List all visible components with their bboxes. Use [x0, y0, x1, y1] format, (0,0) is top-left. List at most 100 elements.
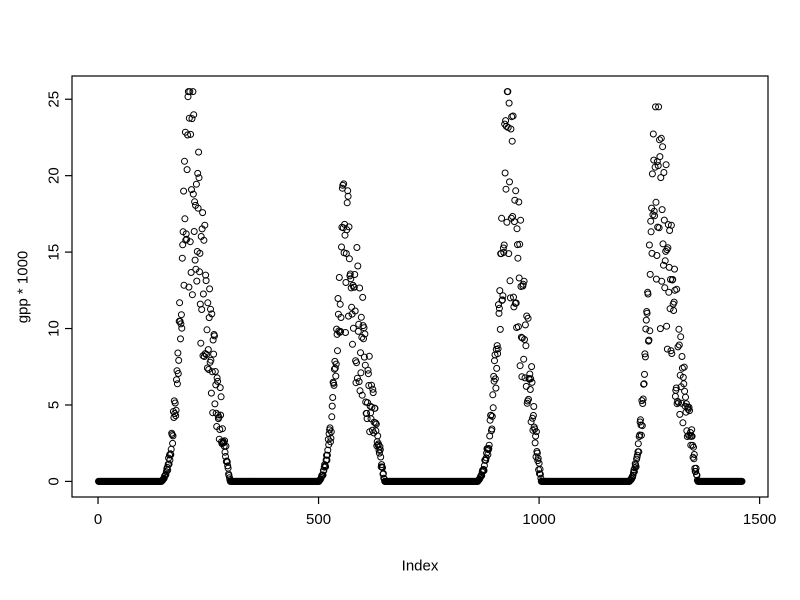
- data-point: [489, 404, 497, 412]
- data-point: [193, 277, 201, 285]
- data-point: [356, 284, 364, 292]
- data-point: [677, 333, 685, 341]
- data-point: [191, 198, 199, 206]
- x-axis-title: Index: [401, 557, 439, 575]
- data-point: [208, 310, 216, 318]
- plot-box: [71, 75, 769, 498]
- x-tick-label: 500: [306, 511, 331, 528]
- data-point: [494, 345, 502, 353]
- data-point: [670, 298, 678, 306]
- data-point: [659, 240, 667, 248]
- data-point: [656, 325, 664, 333]
- data-point: [629, 471, 637, 479]
- data-point: [199, 352, 207, 360]
- data-point: [635, 448, 643, 456]
- data-point: [669, 276, 677, 283]
- data-point: [196, 249, 204, 257]
- data-point: [203, 364, 211, 372]
- data-point: [495, 309, 503, 317]
- data-point: [675, 399, 682, 407]
- data-point: [519, 280, 527, 288]
- data-point: [526, 386, 534, 393]
- data-point: [369, 389, 377, 397]
- data-point: [202, 277, 210, 285]
- data-point: [204, 346, 212, 354]
- data-point: [177, 320, 185, 328]
- data-point: [339, 181, 347, 189]
- data-point: [488, 412, 496, 420]
- data-point: [186, 238, 194, 246]
- data-point: [680, 363, 688, 371]
- data-point: [506, 277, 514, 285]
- data-point: [376, 446, 384, 454]
- data-point: [173, 380, 181, 388]
- data-point: [360, 324, 368, 332]
- data-point: [181, 157, 188, 165]
- data-point: [488, 425, 496, 433]
- data-point: [661, 257, 669, 265]
- data-point: [353, 374, 361, 382]
- data-point: [528, 378, 536, 386]
- data-point: [501, 169, 509, 177]
- data-point: [531, 439, 539, 447]
- data-point: [203, 351, 210, 358]
- data-point: [527, 418, 535, 426]
- data-point: [525, 395, 532, 403]
- data-point: [514, 254, 522, 262]
- data-point: [213, 374, 221, 382]
- data-point: [667, 221, 675, 229]
- data-point: [217, 393, 225, 401]
- data-point: [322, 463, 330, 471]
- data-point: [681, 387, 689, 395]
- data-point: [199, 290, 207, 298]
- data-point: [532, 432, 540, 440]
- data-point: [329, 394, 337, 401]
- data-point: [354, 327, 362, 335]
- data-point: [480, 467, 488, 475]
- data-point: [183, 235, 191, 243]
- data-point: [203, 326, 211, 334]
- data-point: [662, 161, 670, 169]
- data-point: [485, 445, 493, 452]
- data-point: [361, 330, 369, 338]
- data-point: [169, 432, 177, 440]
- data-point: [204, 299, 212, 307]
- data-point: [649, 130, 657, 138]
- data-point: [634, 440, 642, 448]
- data-point: [509, 112, 517, 120]
- data-point: [342, 250, 350, 257]
- data-point: [211, 400, 219, 408]
- data-point: [657, 174, 665, 182]
- data-point: [372, 420, 380, 428]
- data-point: [337, 314, 345, 321]
- data-point: [493, 364, 501, 372]
- data-point: [494, 350, 502, 358]
- data-point: [208, 368, 216, 376]
- data-point: [526, 370, 534, 378]
- data-point: [177, 335, 184, 343]
- data-point: [195, 148, 203, 156]
- data-point: [165, 460, 173, 468]
- data-point: [200, 236, 208, 244]
- data-point: [198, 306, 206, 313]
- data-point: [663, 322, 671, 330]
- data-point: [191, 256, 199, 264]
- data-point: [521, 321, 529, 329]
- data-point: [518, 373, 526, 381]
- data-point: [345, 223, 353, 231]
- data-point: [507, 125, 515, 133]
- data-point: [357, 349, 364, 357]
- data-point: [631, 464, 639, 472]
- data-point: [661, 284, 669, 292]
- data-point: [514, 323, 522, 331]
- data-point: [674, 397, 682, 405]
- data-point: [690, 443, 697, 451]
- data-point: [216, 384, 224, 392]
- data-point: [534, 454, 542, 462]
- data-point: [672, 384, 680, 392]
- data-point: [338, 243, 345, 251]
- data-point: [169, 439, 177, 447]
- y-tick-label: 10: [46, 320, 63, 337]
- data-point: [359, 293, 367, 301]
